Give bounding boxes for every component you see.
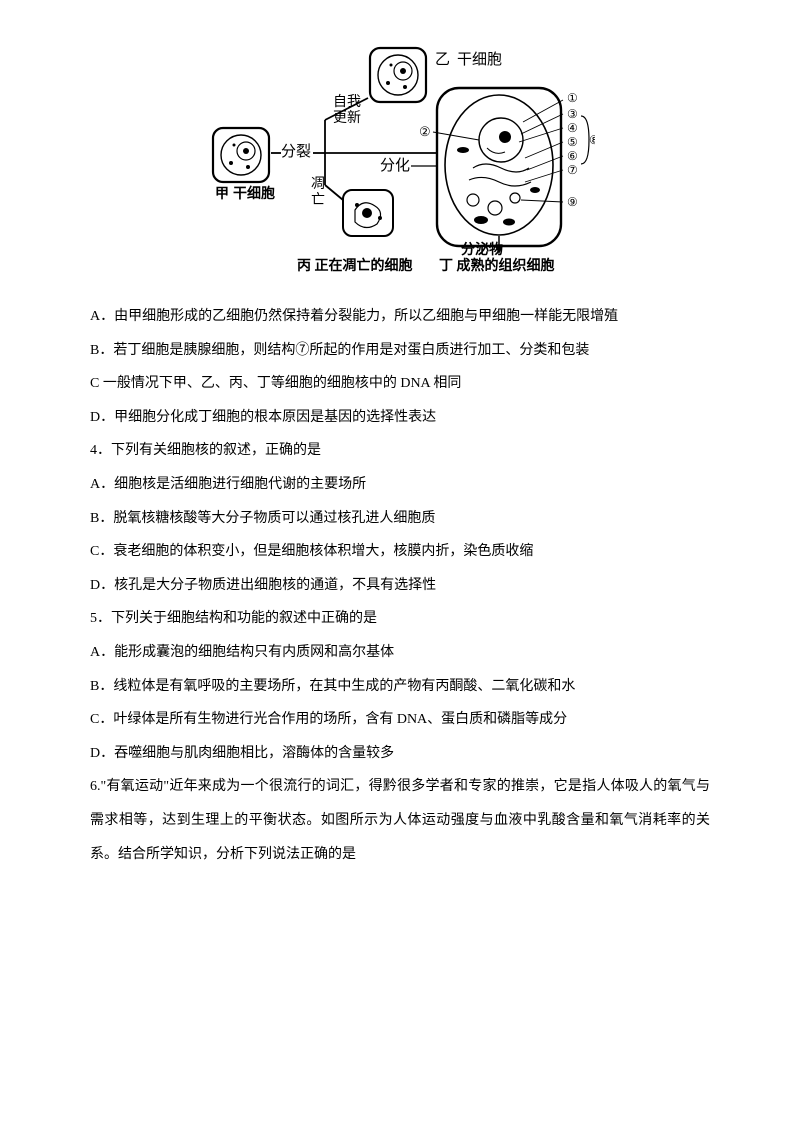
q3-option-c: C 一般情况下甲、乙、丙、丁等细胞的细胞核中的 DNA 相同 <box>90 367 710 401</box>
page-content: 乙 干细胞 自我 更新 甲 干细胞 分裂 凋 <box>0 0 800 911</box>
label-7: ⑦ <box>567 163 578 177</box>
q5-option-c: C．叶绿体是所有生物进行光合作用的场所，含有 DNA、蛋白质和磷脂等成分 <box>90 703 710 737</box>
label-yi: 乙 <box>435 52 450 68</box>
label-ding-caption: 丁 成熟的组织细胞 <box>439 257 555 274</box>
label-ziwo: 自我 <box>333 94 361 110</box>
label-ganxibao-top: 干细胞 <box>457 51 502 68</box>
q3-option-d: D．甲细胞分化成丁细胞的根本原因是基因的选择性表达 <box>90 401 710 435</box>
q3-option-a: A．由甲细胞形成的乙细胞仍然保持着分裂能力，所以乙细胞与甲细胞一样能无限增殖 <box>90 300 710 334</box>
label-4: ④ <box>567 121 578 135</box>
q4-stem: 4．下列有关细胞核的叙述，正确的是 <box>90 434 710 468</box>
q6-stem: 6."有氧运动"近年来成为一个很流行的词汇，得黔很多学者和专家的推崇，它是指人体… <box>90 770 710 871</box>
q4-option-b: B．脱氧核糖核酸等大分子物质可以通过核孔进人细胞质 <box>90 502 710 536</box>
label-fenmiwu: 分泌物 <box>461 241 503 258</box>
label-3: ③ <box>567 107 578 121</box>
label-9: ⑨ <box>567 195 578 209</box>
label-diao: 凋 <box>311 177 325 192</box>
q5-option-a: A．能形成囊泡的细胞结构只有内质网和高尔基体 <box>90 636 710 670</box>
label-2: ② <box>419 124 431 139</box>
label-8: ⑧ <box>589 133 595 147</box>
label-fenlie: 分裂 <box>281 143 311 160</box>
diagram-svg: 乙 干细胞 自我 更新 甲 干细胞 分裂 凋 <box>205 40 595 280</box>
label-jia: 甲 <box>215 186 229 202</box>
q5-option-d: D．吞噬细胞与肌肉细胞相比，溶酶体的含量较多 <box>90 737 710 771</box>
q3-option-b: B．若丁细胞是胰腺细胞，则结构⑦所起的作用是对蛋白质进行加工、分类和包装 <box>90 334 710 368</box>
q5-stem: 5．下列关于细胞结构和功能的叙述中正确的是 <box>90 602 710 636</box>
label-ganxibao-left: 干细胞 <box>233 185 275 202</box>
label-gengxin: 更新 <box>333 110 361 126</box>
q5-option-b: B．线粒体是有氧呼吸的主要场所，在其中生成的产物有丙酮酸、二氧化碳和水 <box>90 670 710 704</box>
label-fenhua: 分化 <box>380 157 410 174</box>
label-6: ⑥ <box>567 149 578 163</box>
q4-option-a: A．细胞核是活细胞进行细胞代谢的主要场所 <box>90 468 710 502</box>
label-wang: 亡 <box>311 192 325 208</box>
label-5: ⑤ <box>567 135 578 149</box>
label-bing-caption: 丙 正在凋亡的细胞 <box>297 257 413 274</box>
q4-option-c: C．衰老细胞的体积变小，但是细胞核体积增大，核膜内折，染色质收缩 <box>90 535 710 569</box>
label-1: ① <box>567 91 578 105</box>
cell-diagram: 乙 干细胞 自我 更新 甲 干细胞 分裂 凋 <box>205 40 595 280</box>
q4-option-d: D．核孔是大分子物质进出细胞核的通道，不具有选择性 <box>90 569 710 603</box>
